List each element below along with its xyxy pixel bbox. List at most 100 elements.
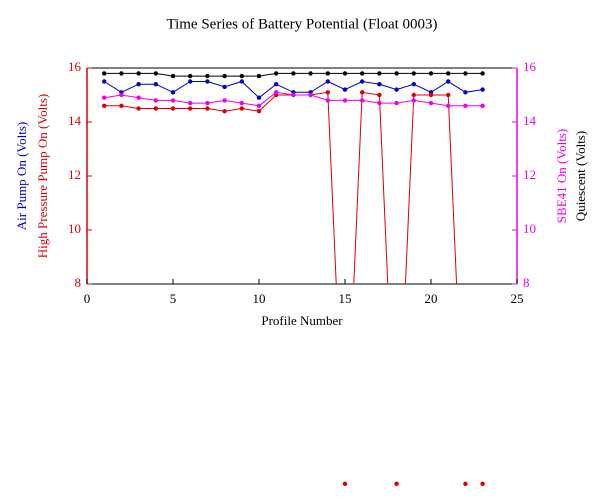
data-point (428, 100, 434, 106)
data-point (291, 92, 296, 98)
data-point (119, 103, 124, 109)
data-point (394, 100, 399, 106)
data-point (377, 100, 382, 106)
data-point (308, 92, 313, 98)
data-point (446, 79, 451, 84)
data-point (394, 71, 399, 76)
data-point (411, 82, 416, 87)
data-point (411, 92, 416, 98)
data-point (360, 79, 365, 84)
x-axis-label: Profile Number (261, 313, 343, 328)
y2-tick-label: 8 (523, 275, 530, 290)
data-point (446, 92, 451, 98)
data-point (274, 82, 279, 87)
x-tick-label: 15 (339, 291, 352, 306)
data-point (153, 71, 158, 76)
data-point (153, 106, 158, 111)
data-point (205, 106, 210, 111)
x-tick-label: 25 (511, 291, 524, 306)
data-point (102, 79, 107, 84)
data-point (325, 79, 330, 84)
data-point (342, 481, 348, 486)
data-point (188, 79, 193, 84)
y-axis-label: Air Pump On (Volts) (14, 122, 29, 230)
x-tick-label: 20 (425, 291, 438, 306)
data-point (119, 92, 124, 98)
x-tick-label: 5 (170, 291, 177, 306)
data-point (239, 106, 244, 111)
x-tick-label: 0 (84, 291, 91, 306)
data-point (205, 79, 210, 84)
data-point (325, 90, 330, 95)
data-point (274, 90, 279, 95)
data-point (188, 73, 193, 79)
data-point (222, 98, 227, 103)
data-point (291, 71, 296, 76)
data-point (205, 73, 210, 79)
data-point (463, 71, 468, 76)
data-point (256, 109, 262, 114)
data-point (377, 82, 382, 87)
data-point (170, 90, 176, 95)
data-point (222, 109, 227, 114)
data-point (102, 95, 107, 100)
data-point (136, 71, 141, 76)
data-point (170, 106, 176, 111)
data-point (239, 73, 244, 79)
data-point (360, 90, 365, 95)
data-point (170, 73, 176, 79)
data-point (102, 103, 107, 109)
data-point (394, 87, 399, 92)
data-point (463, 103, 468, 109)
y-tick-label: 16 (68, 59, 82, 74)
data-point (136, 82, 141, 87)
data-point (222, 84, 227, 90)
data-point (480, 71, 485, 76)
data-point (428, 92, 434, 98)
data-point (136, 95, 141, 100)
data-point (463, 481, 468, 486)
y-tick-label: 12 (68, 167, 81, 182)
data-point (325, 98, 330, 103)
y2-axis-label: SBE41 On (Volts) (554, 129, 569, 223)
y2-tick-label: 16 (523, 59, 537, 74)
data-point (463, 90, 468, 95)
y-tick-label: 8 (75, 275, 82, 290)
data-point (377, 71, 382, 76)
data-point (256, 103, 262, 109)
y2-tick-label: 10 (523, 221, 536, 236)
data-point (394, 481, 399, 486)
y2-tick-label: 12 (523, 167, 536, 182)
data-point (446, 103, 451, 109)
data-point (153, 98, 158, 103)
y-tick-label: 10 (68, 221, 81, 236)
data-point (428, 71, 434, 76)
data-point (153, 82, 158, 87)
data-point (188, 106, 193, 111)
data-point (119, 71, 124, 76)
data-point (205, 100, 210, 106)
data-point (411, 98, 416, 103)
y-tick-label: 14 (68, 113, 82, 128)
data-point (188, 100, 193, 106)
data-point (360, 98, 365, 103)
data-point (377, 92, 382, 98)
data-point (480, 87, 485, 92)
data-point (239, 79, 244, 84)
data-point (239, 100, 244, 106)
data-point (308, 71, 313, 76)
y-axis-label: High Pressure Pump On (Volts) (35, 94, 50, 258)
data-point (325, 71, 330, 76)
x-tick-label: 10 (253, 291, 266, 306)
data-point (102, 71, 107, 76)
data-point (342, 71, 348, 76)
data-point (256, 95, 262, 100)
data-point (170, 98, 176, 103)
y2-tick-label: 14 (523, 113, 537, 128)
data-point (411, 71, 416, 76)
data-point (256, 73, 262, 79)
data-point (480, 103, 485, 109)
data-point (342, 87, 348, 92)
